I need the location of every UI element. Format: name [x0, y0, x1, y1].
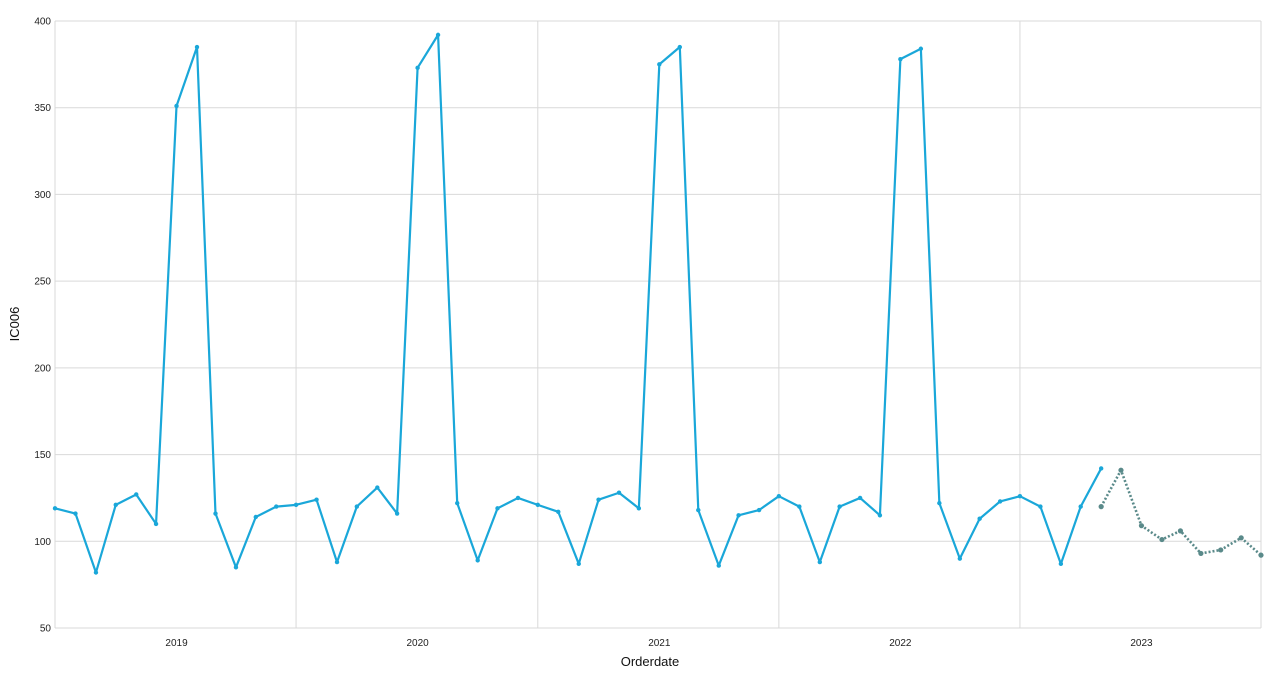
- data-point: [657, 62, 662, 67]
- data-point: [596, 497, 601, 502]
- data-point: [1058, 561, 1064, 567]
- series-lines: [52, 32, 1264, 575]
- data-point: [977, 516, 982, 521]
- x-tick-label: 2022: [889, 638, 912, 649]
- data-point: [1258, 552, 1264, 558]
- data-point: [1118, 467, 1124, 473]
- x-tick-label: 2020: [406, 638, 429, 649]
- data-point: [636, 506, 642, 511]
- data-point: [174, 103, 179, 109]
- data-point: [52, 506, 58, 511]
- y-tick-label: 350: [34, 103, 51, 114]
- y-axis-title: IC006: [7, 307, 22, 342]
- data-point: [1177, 528, 1184, 534]
- data-point: [1098, 504, 1104, 510]
- data-point: [455, 500, 460, 506]
- data-point: [535, 502, 540, 508]
- y-tick-label: 300: [34, 190, 51, 201]
- data-point: [1038, 504, 1043, 509]
- data-point: [113, 502, 118, 508]
- data-point: [415, 65, 420, 71]
- x-tick-label: 2023: [1130, 638, 1153, 649]
- grid: [54, 20, 1262, 629]
- data-point: [354, 504, 360, 509]
- data-point: [495, 506, 500, 511]
- data-point: [134, 492, 139, 497]
- x-tick-label: 2021: [648, 638, 671, 649]
- y-tick-label: 200: [34, 363, 51, 374]
- data-point: [797, 504, 802, 509]
- x-axis-ticks: 2019 2020 2021 2022 2023: [165, 638, 1153, 649]
- data-point: [1218, 547, 1224, 553]
- data-point: [837, 504, 842, 509]
- data-point: [1017, 493, 1023, 499]
- data-point: [314, 497, 319, 502]
- data-point: [817, 559, 823, 565]
- data-point: [153, 521, 159, 527]
- data-point: [756, 507, 762, 513]
- data-point: [1159, 536, 1165, 543]
- x-tick-label: 2019: [165, 638, 188, 649]
- y-axis-ticks: 50 100 150 200 250 300 350 400: [34, 17, 51, 635]
- data-point: [394, 511, 400, 516]
- series-line-1: [1100, 468, 1262, 557]
- data-point: [918, 46, 924, 51]
- data-point: [576, 561, 581, 567]
- data-point: [435, 32, 441, 38]
- series-line-0: [54, 33, 1103, 574]
- data-point: [696, 507, 701, 513]
- data-point: [515, 495, 521, 501]
- y-tick-label: 400: [34, 17, 51, 28]
- data-point: [475, 558, 480, 563]
- data-point: [213, 511, 218, 516]
- data-point: [293, 502, 299, 508]
- data-point: [616, 490, 622, 495]
- data-point: [1098, 466, 1104, 471]
- x-axis-title: Orderdate: [621, 654, 680, 669]
- data-point: [334, 559, 340, 565]
- data-point: [1238, 535, 1244, 541]
- data-point: [274, 504, 279, 509]
- y-tick-label: 250: [34, 277, 51, 288]
- data-point: [677, 44, 682, 50]
- data-point: [556, 509, 561, 515]
- y-tick-label: 50: [40, 624, 52, 635]
- y-tick-label: 100: [34, 537, 51, 548]
- data-point: [937, 500, 942, 506]
- data-point: [776, 493, 782, 499]
- y-tick-label: 150: [34, 450, 51, 461]
- data-point: [253, 514, 258, 520]
- data-point: [898, 56, 903, 62]
- data-point: [233, 565, 239, 570]
- data-point: [736, 513, 741, 518]
- data-point: [877, 513, 883, 518]
- data-point: [194, 44, 200, 50]
- data-point: [716, 563, 721, 568]
- data-point: [857, 495, 863, 501]
- data-point: [1198, 550, 1204, 557]
- data-point: [93, 570, 99, 575]
- data-point: [997, 499, 1003, 504]
- data-point: [957, 556, 963, 561]
- data-point: [73, 511, 78, 516]
- data-point: [1078, 504, 1083, 509]
- data-point: [375, 485, 380, 490]
- data-point: [1138, 523, 1145, 529]
